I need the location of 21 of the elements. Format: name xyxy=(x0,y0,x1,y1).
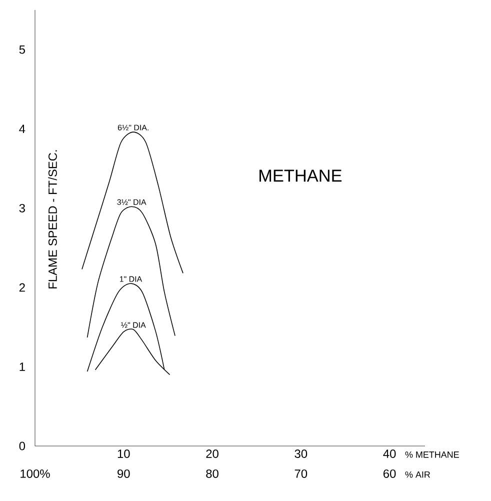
x2-tick-label: 70 xyxy=(294,469,308,478)
x-tick-label: 20 xyxy=(206,450,218,458)
x2-axis-title: % AIR xyxy=(405,471,430,478)
x-axis-title: % METHANE xyxy=(405,452,459,458)
line-series xyxy=(82,132,184,274)
x2-tick-label: 80 xyxy=(206,469,218,478)
text: METHANE xyxy=(260,170,342,182)
y-tick-label: 4 xyxy=(19,124,26,134)
x2-tick-label: 60 xyxy=(384,469,396,478)
y-tick-label: 1 xyxy=(20,362,25,371)
x-tick-label: 30 xyxy=(294,450,308,458)
y-tick-label: 5 xyxy=(19,45,25,54)
x-tick-label: 40 xyxy=(383,450,396,458)
x2-tick-label: 100% xyxy=(20,469,50,478)
y-axis-title: FLAME SPEED - FT/SEC. xyxy=(48,150,57,288)
line-series xyxy=(86,206,176,338)
y-tick-label: 3 xyxy=(19,204,25,212)
y-tick-label: 2 xyxy=(19,283,25,292)
x-tick-label: 10 xyxy=(118,450,130,458)
x2-tick-label: 90 xyxy=(118,469,130,478)
y-tick-label: 0 xyxy=(19,442,26,450)
